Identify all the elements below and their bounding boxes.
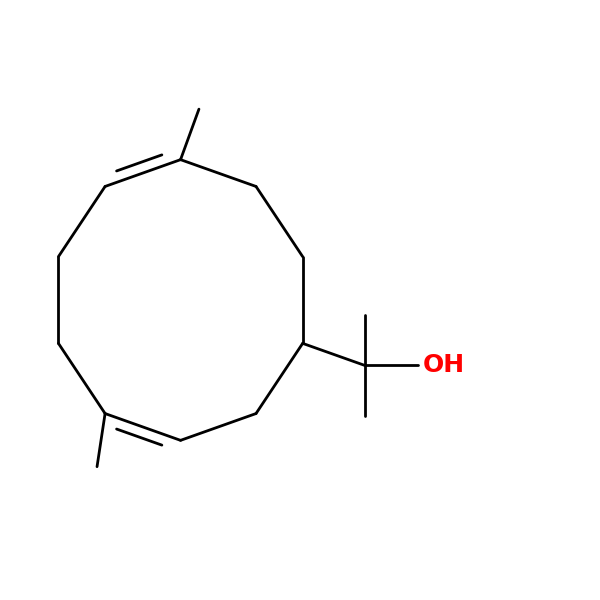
Text: OH: OH xyxy=(423,353,465,377)
